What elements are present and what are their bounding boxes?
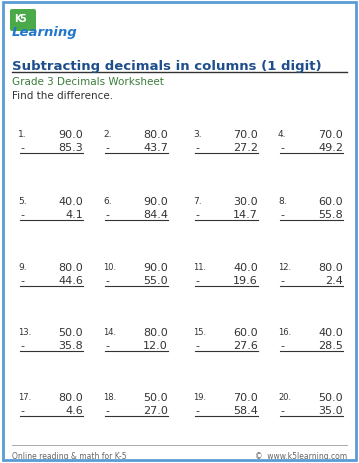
Text: -: - <box>105 210 109 219</box>
Text: 60.0: 60.0 <box>318 197 343 206</box>
Text: 50.0: 50.0 <box>143 392 168 402</box>
Text: -: - <box>195 210 199 219</box>
Text: -: - <box>195 405 199 415</box>
Text: 55.0: 55.0 <box>143 275 168 285</box>
Text: 13.: 13. <box>18 327 31 336</box>
Text: 20.: 20. <box>278 392 291 401</box>
Text: 55.8: 55.8 <box>318 210 343 219</box>
Text: 90.0: 90.0 <box>143 197 168 206</box>
Text: 49.2: 49.2 <box>318 143 343 153</box>
Text: 19.6: 19.6 <box>233 275 258 285</box>
Text: 70.0: 70.0 <box>233 392 258 402</box>
Text: 80.0: 80.0 <box>143 130 168 140</box>
Text: ©  www.k5learning.com: © www.k5learning.com <box>255 451 347 460</box>
Text: -: - <box>105 275 109 285</box>
Text: 40.0: 40.0 <box>318 327 343 337</box>
Text: 12.: 12. <box>278 263 291 271</box>
Text: 1.: 1. <box>18 130 27 139</box>
Text: 58.4: 58.4 <box>233 405 258 415</box>
Text: -: - <box>105 143 109 153</box>
Text: 43.7: 43.7 <box>143 143 168 153</box>
Text: 17.: 17. <box>18 392 31 401</box>
Text: -: - <box>20 405 24 415</box>
Text: 28.5: 28.5 <box>318 340 343 350</box>
Text: 2.4: 2.4 <box>325 275 343 285</box>
Text: 14.: 14. <box>103 327 116 336</box>
Text: -: - <box>280 275 284 285</box>
Text: -: - <box>105 340 109 350</box>
Text: 2.: 2. <box>103 130 112 139</box>
Text: 50.0: 50.0 <box>318 392 343 402</box>
Text: 84.4: 84.4 <box>143 210 168 219</box>
Text: 80.0: 80.0 <box>58 263 83 272</box>
Text: 6.: 6. <box>103 197 112 206</box>
Text: -: - <box>195 143 199 153</box>
Text: 90.0: 90.0 <box>58 130 83 140</box>
Text: 7.: 7. <box>193 197 202 206</box>
Text: -: - <box>280 143 284 153</box>
Text: -: - <box>280 405 284 415</box>
Text: 70.0: 70.0 <box>233 130 258 140</box>
Text: 27.2: 27.2 <box>233 143 258 153</box>
Text: -: - <box>195 275 199 285</box>
Text: 70.0: 70.0 <box>318 130 343 140</box>
Text: 30.0: 30.0 <box>233 197 258 206</box>
Text: -: - <box>20 340 24 350</box>
Text: 35.8: 35.8 <box>58 340 83 350</box>
Text: 3.: 3. <box>193 130 202 139</box>
Text: 50.0: 50.0 <box>59 327 83 337</box>
Text: 80.0: 80.0 <box>143 327 168 337</box>
Text: 10.: 10. <box>103 263 116 271</box>
Text: K: K <box>14 14 22 24</box>
Text: 27.0: 27.0 <box>143 405 168 415</box>
Text: -: - <box>20 210 24 219</box>
Text: 4.: 4. <box>278 130 286 139</box>
Text: 44.6: 44.6 <box>58 275 83 285</box>
Text: 40.0: 40.0 <box>233 263 258 272</box>
Text: -: - <box>20 143 24 153</box>
Text: Online reading & math for K-5: Online reading & math for K-5 <box>12 451 127 460</box>
Text: 35.0: 35.0 <box>318 405 343 415</box>
FancyBboxPatch shape <box>10 10 36 32</box>
Text: Subtracting decimals in columns (1 digit): Subtracting decimals in columns (1 digit… <box>12 60 322 73</box>
Text: 85.3: 85.3 <box>58 143 83 153</box>
Text: 90.0: 90.0 <box>143 263 168 272</box>
Text: 4.6: 4.6 <box>65 405 83 415</box>
Text: Grade 3 Decimals Worksheet: Grade 3 Decimals Worksheet <box>12 77 164 87</box>
Text: 8.: 8. <box>278 197 286 206</box>
Text: -: - <box>280 340 284 350</box>
Text: 15.: 15. <box>193 327 206 336</box>
Text: 80.0: 80.0 <box>318 263 343 272</box>
Text: 27.6: 27.6 <box>233 340 258 350</box>
Text: 9.: 9. <box>18 263 27 271</box>
Text: 80.0: 80.0 <box>58 392 83 402</box>
Text: 18.: 18. <box>103 392 116 401</box>
Text: 11.: 11. <box>193 263 206 271</box>
Text: Learning: Learning <box>12 26 78 39</box>
Text: -: - <box>280 210 284 219</box>
Text: Find the difference.: Find the difference. <box>12 91 113 101</box>
Text: 12.0: 12.0 <box>143 340 168 350</box>
Text: -: - <box>105 405 109 415</box>
Text: 16.: 16. <box>278 327 291 336</box>
Text: 4.1: 4.1 <box>65 210 83 219</box>
Text: -: - <box>20 275 24 285</box>
Text: -: - <box>195 340 199 350</box>
Text: 40.0: 40.0 <box>58 197 83 206</box>
Text: 5.: 5. <box>18 197 27 206</box>
Text: 60.0: 60.0 <box>233 327 258 337</box>
Text: 5: 5 <box>19 14 26 24</box>
Text: 19.: 19. <box>193 392 206 401</box>
Text: 14.7: 14.7 <box>233 210 258 219</box>
